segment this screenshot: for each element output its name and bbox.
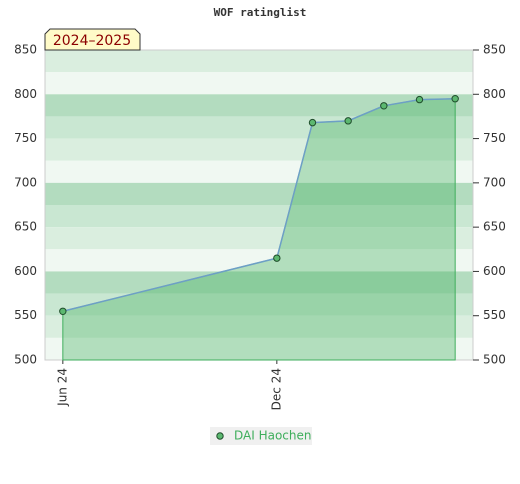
y-tick-label: 650	[14, 220, 37, 234]
background-stripe	[45, 116, 473, 139]
y2-tick-label: 750	[483, 131, 506, 145]
background-stripe	[45, 182, 473, 205]
badge: 2024–2025	[53, 33, 131, 49]
point-marker	[273, 254, 281, 262]
y-tick-label: 700	[14, 175, 37, 189]
badge-box	[44, 28, 141, 51]
background-stripe	[45, 50, 473, 73]
y-tick-label: 800	[14, 87, 37, 101]
background-stripe	[45, 227, 473, 250]
background-stripe	[45, 271, 473, 294]
point-marker	[308, 118, 317, 127]
point-marker	[344, 117, 352, 125]
y2-tick-label: 650	[483, 220, 506, 234]
y-tick-label: 500	[14, 353, 37, 367]
point-marker	[380, 102, 388, 110]
legend-box	[210, 427, 312, 445]
point-marker	[451, 95, 459, 103]
legend-marker	[216, 432, 224, 440]
chart-title: WOF ratinglist	[214, 6, 307, 19]
y2-tick-label: 800	[483, 87, 506, 101]
background-stripe	[45, 293, 473, 316]
x-tick-label: Dec 24	[269, 368, 283, 410]
y-tick-label: 750	[14, 131, 37, 145]
y2-tick-label: 600	[483, 264, 506, 278]
background-stripe	[45, 138, 473, 161]
y2-tick-label: 550	[483, 308, 506, 322]
point-marker	[59, 307, 67, 315]
x-tick-label: Jun 24	[55, 368, 69, 407]
y2-tick-label: 850	[483, 43, 506, 57]
y-tick-label: 600	[14, 264, 37, 278]
background-stripe	[45, 160, 473, 183]
y2-tick-label: 500	[483, 353, 506, 367]
legend-label: DAI Haochen	[234, 429, 312, 443]
background-stripe	[45, 205, 473, 228]
background-stripe	[45, 94, 473, 117]
background-stripe	[45, 337, 473, 360]
y2-tick-label: 700	[483, 175, 506, 189]
background-stripe	[45, 249, 473, 272]
point-marker	[415, 95, 424, 104]
y-tick-label: 550	[14, 308, 37, 322]
background-stripe	[45, 315, 473, 338]
background-stripe	[45, 72, 473, 95]
y-tick-label: 850	[14, 43, 37, 57]
